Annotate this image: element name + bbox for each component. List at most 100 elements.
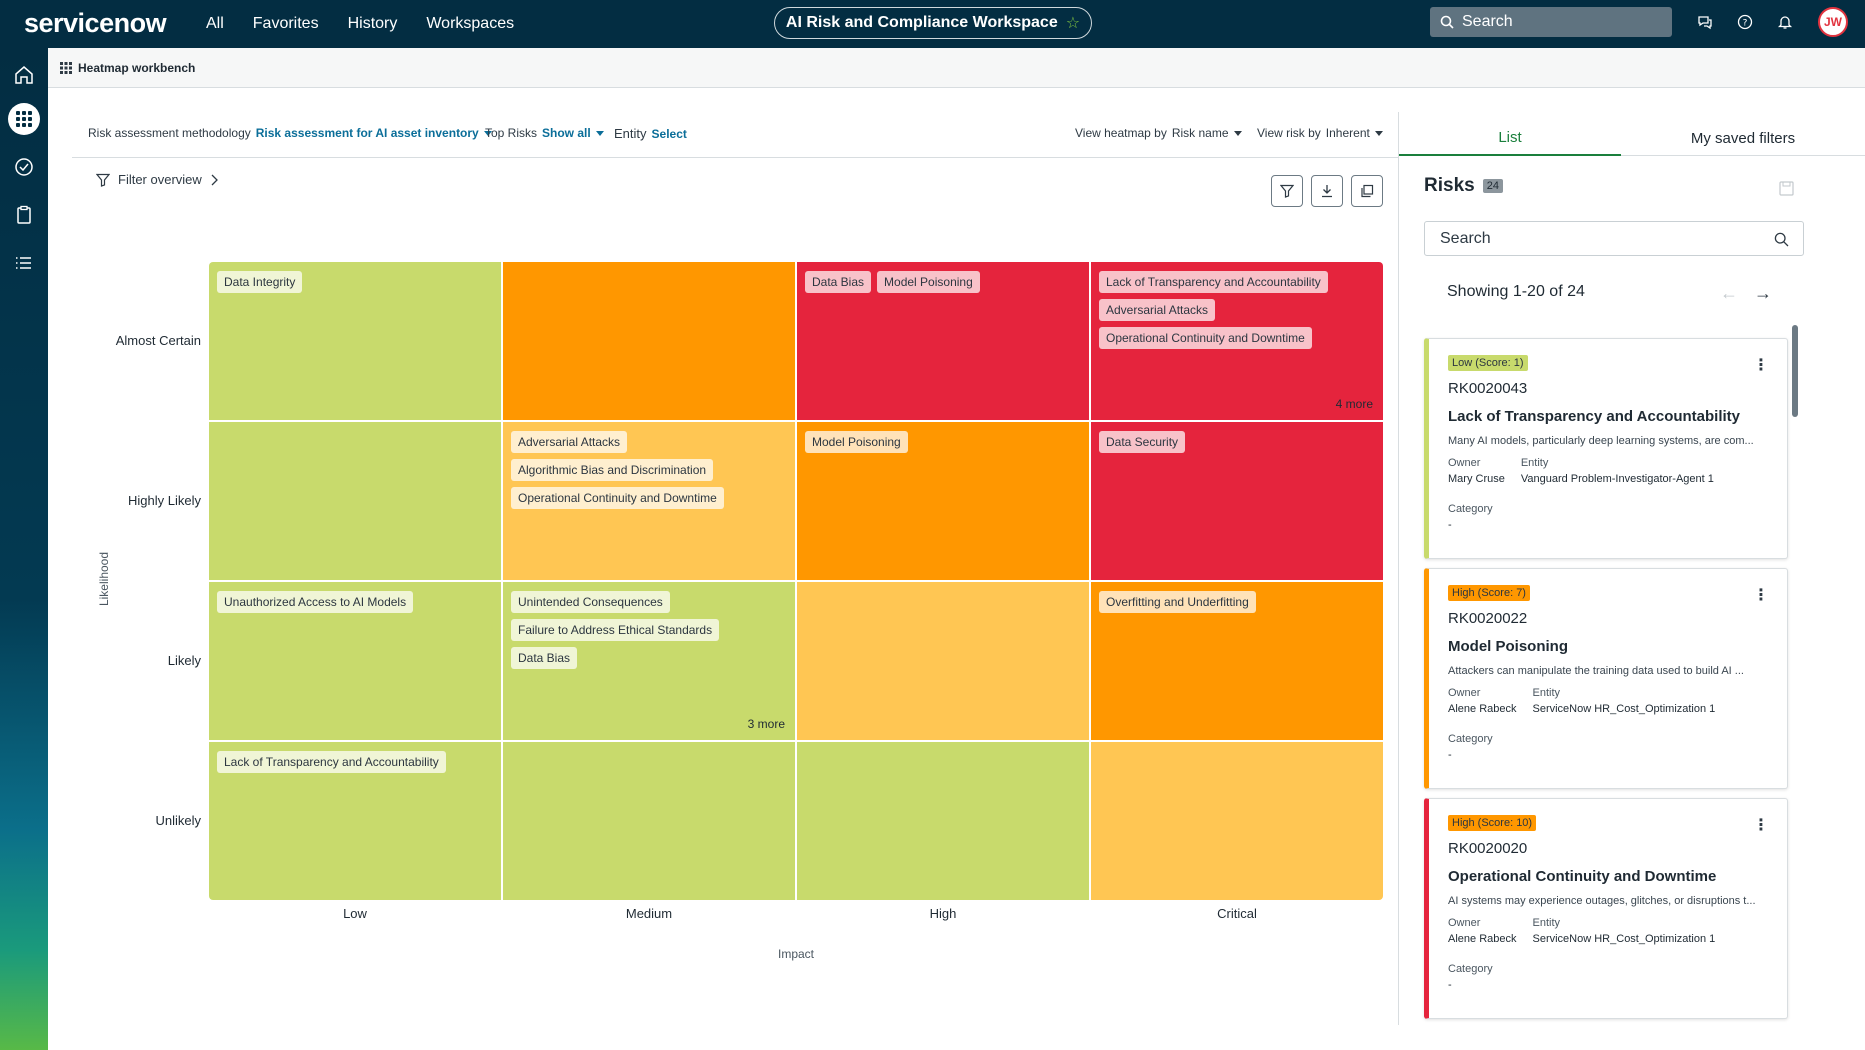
tab-list[interactable]: List — [1399, 120, 1621, 156]
list-scrollbar[interactable] — [1792, 325, 1798, 417]
risk-title[interactable]: Lack of Transparency and Accountability — [1448, 408, 1741, 425]
risks-search-input[interactable]: Search — [1424, 221, 1804, 256]
risk-chip[interactable]: Algorithmic Bias and Discrimination — [511, 459, 714, 481]
risk-card[interactable]: High (Score: 7) ⋮ RK0020022 Model Poisoning… — [1424, 568, 1788, 789]
risk-chip[interactable]: Failure to Address Ethical Standards — [511, 619, 720, 641]
risk-number[interactable]: RK0020043 — [1448, 380, 1528, 397]
heatmap-cell[interactable]: Lack of Transparency and Accountability A… — [1091, 262, 1383, 420]
global-search-input[interactable]: Search — [1430, 7, 1672, 37]
risk-title[interactable]: Operational Continuity and Downtime — [1448, 868, 1717, 885]
heatmap-cell[interactable]: Data Security — [1091, 422, 1383, 580]
more-link[interactable]: 4 more — [1335, 397, 1373, 411]
workspace-title-pill[interactable]: AI Risk and Compliance Workspace ☆ — [774, 7, 1092, 39]
risk-chip[interactable]: Data Integrity — [217, 271, 303, 293]
entity-value: ServiceNow HR_Cost_Optimization 1 — [1532, 933, 1716, 945]
star-icon[interactable]: ☆ — [1065, 15, 1081, 32]
risk-chip[interactable]: Unauthorized Access to AI Models — [217, 591, 414, 613]
methodology-value[interactable]: Risk assessment for AI asset inventory — [255, 126, 479, 140]
heatmap-cell[interactable] — [209, 422, 501, 580]
risk-chip[interactable]: Data Security — [1099, 431, 1186, 453]
risk-chip[interactable]: Operational Continuity and Downtime — [1099, 327, 1312, 349]
risk-number[interactable]: RK0020020 — [1448, 840, 1528, 857]
nav-history[interactable]: History — [347, 15, 398, 32]
bell-icon[interactable] — [1774, 11, 1796, 33]
nav-all[interactable]: All — [206, 15, 224, 32]
risk-chip[interactable]: Lack of Transparency and Accountability — [217, 751, 446, 773]
heatmap-cell[interactable]: Lack of Transparency and Accountability — [209, 742, 501, 900]
view-risk-by[interactable]: View risk by Inherent — [1257, 126, 1383, 140]
search-icon — [1440, 15, 1454, 29]
risk-card[interactable]: High (Score: 10) ⋮ RK0020020 Operational Co… — [1424, 798, 1788, 1019]
servicenow-logo[interactable]: servicenow — [24, 8, 167, 38]
risk-title[interactable]: Model Poisoning — [1448, 638, 1568, 655]
clipboard-icon[interactable] — [8, 199, 40, 231]
x-axis-title: Impact — [777, 947, 814, 961]
arrow-right-icon[interactable]: → — [1754, 283, 1772, 303]
chevron-down-icon[interactable] — [595, 130, 604, 136]
chat-icon[interactable] — [1694, 11, 1716, 33]
filter-button[interactable] — [1271, 175, 1303, 207]
owner-label: Owner — [1448, 457, 1481, 469]
risk-chip[interactable]: Model Poisoning — [805, 431, 908, 453]
grid-apps-icon[interactable] — [8, 103, 40, 135]
check-circle-icon[interactable] — [8, 151, 40, 183]
more-options-icon[interactable]: ⋮ — [1753, 817, 1769, 834]
heatmap-cell[interactable] — [1091, 742, 1383, 900]
user-avatar[interactable]: JW — [1818, 7, 1848, 37]
category-label: Category — [1448, 503, 1493, 515]
more-link[interactable]: 3 more — [747, 717, 785, 731]
owner-label: Owner — [1448, 917, 1481, 929]
risk-chip[interactable]: Adversarial Attacks — [511, 431, 628, 453]
help-icon[interactable]: ? — [1734, 11, 1756, 33]
chevron-down-icon[interactable] — [1374, 130, 1383, 136]
risk-card[interactable]: Low (Score: 1) ⋮ RK0020043 Lack of Transpar… — [1424, 338, 1788, 559]
risk-chip[interactable]: Data Bias — [805, 271, 872, 293]
risk-chip[interactable]: Operational Continuity and Downtime — [511, 487, 724, 509]
heatmap-cell[interactable]: Data Bias Model Poisoning — [797, 262, 1089, 420]
view-heatmap-value[interactable]: Risk name — [1171, 126, 1229, 140]
entity-value[interactable]: Select — [651, 126, 687, 141]
filter-overview-toggle[interactable]: Filter overview — [96, 172, 226, 187]
heatmap-cell[interactable] — [797, 742, 1089, 900]
view-heatmap-by[interactable]: View heatmap by Risk name — [1075, 126, 1242, 140]
top-risks-filter[interactable]: Top Risks Show all — [485, 126, 604, 140]
heatmap-cell[interactable]: Model Poisoning — [797, 422, 1089, 580]
chevron-right-icon — [211, 174, 218, 185]
risk-chip[interactable]: Lack of Transparency and Accountability — [1099, 271, 1328, 293]
chevron-down-icon[interactable] — [483, 130, 492, 136]
risk-chip[interactable]: Unintended Consequences — [511, 591, 670, 613]
arrow-left-icon[interactable]: ← — [1720, 283, 1738, 303]
view-risk-value[interactable]: Inherent — [1325, 126, 1370, 140]
risk-chip[interactable]: Model Poisoning — [877, 271, 980, 293]
risk-score-badge: High (Score: 10) — [1448, 815, 1537, 831]
save-icon[interactable] — [1779, 181, 1794, 196]
risk-chip[interactable]: Adversarial Attacks — [1099, 299, 1216, 321]
risk-meta: Owner Alene Rabeck Entity ServiceNow HR_Cos… — [1448, 917, 1771, 945]
more-options-icon[interactable]: ⋮ — [1753, 357, 1769, 374]
owner-label: Owner — [1448, 687, 1481, 699]
chevron-down-icon[interactable] — [1233, 130, 1242, 136]
risk-chip[interactable]: Overfitting and Underfitting — [1099, 591, 1256, 613]
heatmap-cell[interactable]: Data Integrity — [209, 262, 501, 420]
heatmap-cell[interactable] — [503, 742, 795, 900]
heatmap-cell[interactable]: Overfitting and Underfitting — [1091, 582, 1383, 740]
heatmap-cell[interactable]: Unintended Consequences Failure to Addres… — [503, 582, 795, 740]
top-risks-value[interactable]: Show all — [542, 126, 591, 140]
category-field: Category - — [1448, 503, 1771, 531]
risk-chip[interactable]: Data Bias — [511, 647, 578, 669]
heatmap-cell[interactable]: Unauthorized Access to AI Models — [209, 582, 501, 740]
tab-my-saved-filters[interactable]: My saved filters — [1690, 129, 1796, 147]
copy-button[interactable] — [1351, 175, 1383, 207]
risk-number[interactable]: RK0020022 — [1448, 610, 1528, 627]
nav-favorites[interactable]: Favorites — [252, 15, 319, 32]
heatmap-cell[interactable] — [797, 582, 1089, 740]
heatmap-cell[interactable] — [503, 262, 795, 420]
entity-filter[interactable]: Entity Select — [614, 126, 687, 141]
list-icon[interactable] — [8, 247, 40, 279]
nav-workspaces[interactable]: Workspaces — [426, 15, 515, 32]
methodology-filter[interactable]: Risk assessment methodology Risk assessm… — [88, 126, 492, 140]
heatmap-cell[interactable]: Adversarial Attacks Algorithmic Bias and … — [503, 422, 795, 580]
home-icon[interactable] — [8, 59, 40, 91]
more-options-icon[interactable]: ⋮ — [1753, 587, 1769, 604]
download-button[interactable] — [1311, 175, 1343, 207]
